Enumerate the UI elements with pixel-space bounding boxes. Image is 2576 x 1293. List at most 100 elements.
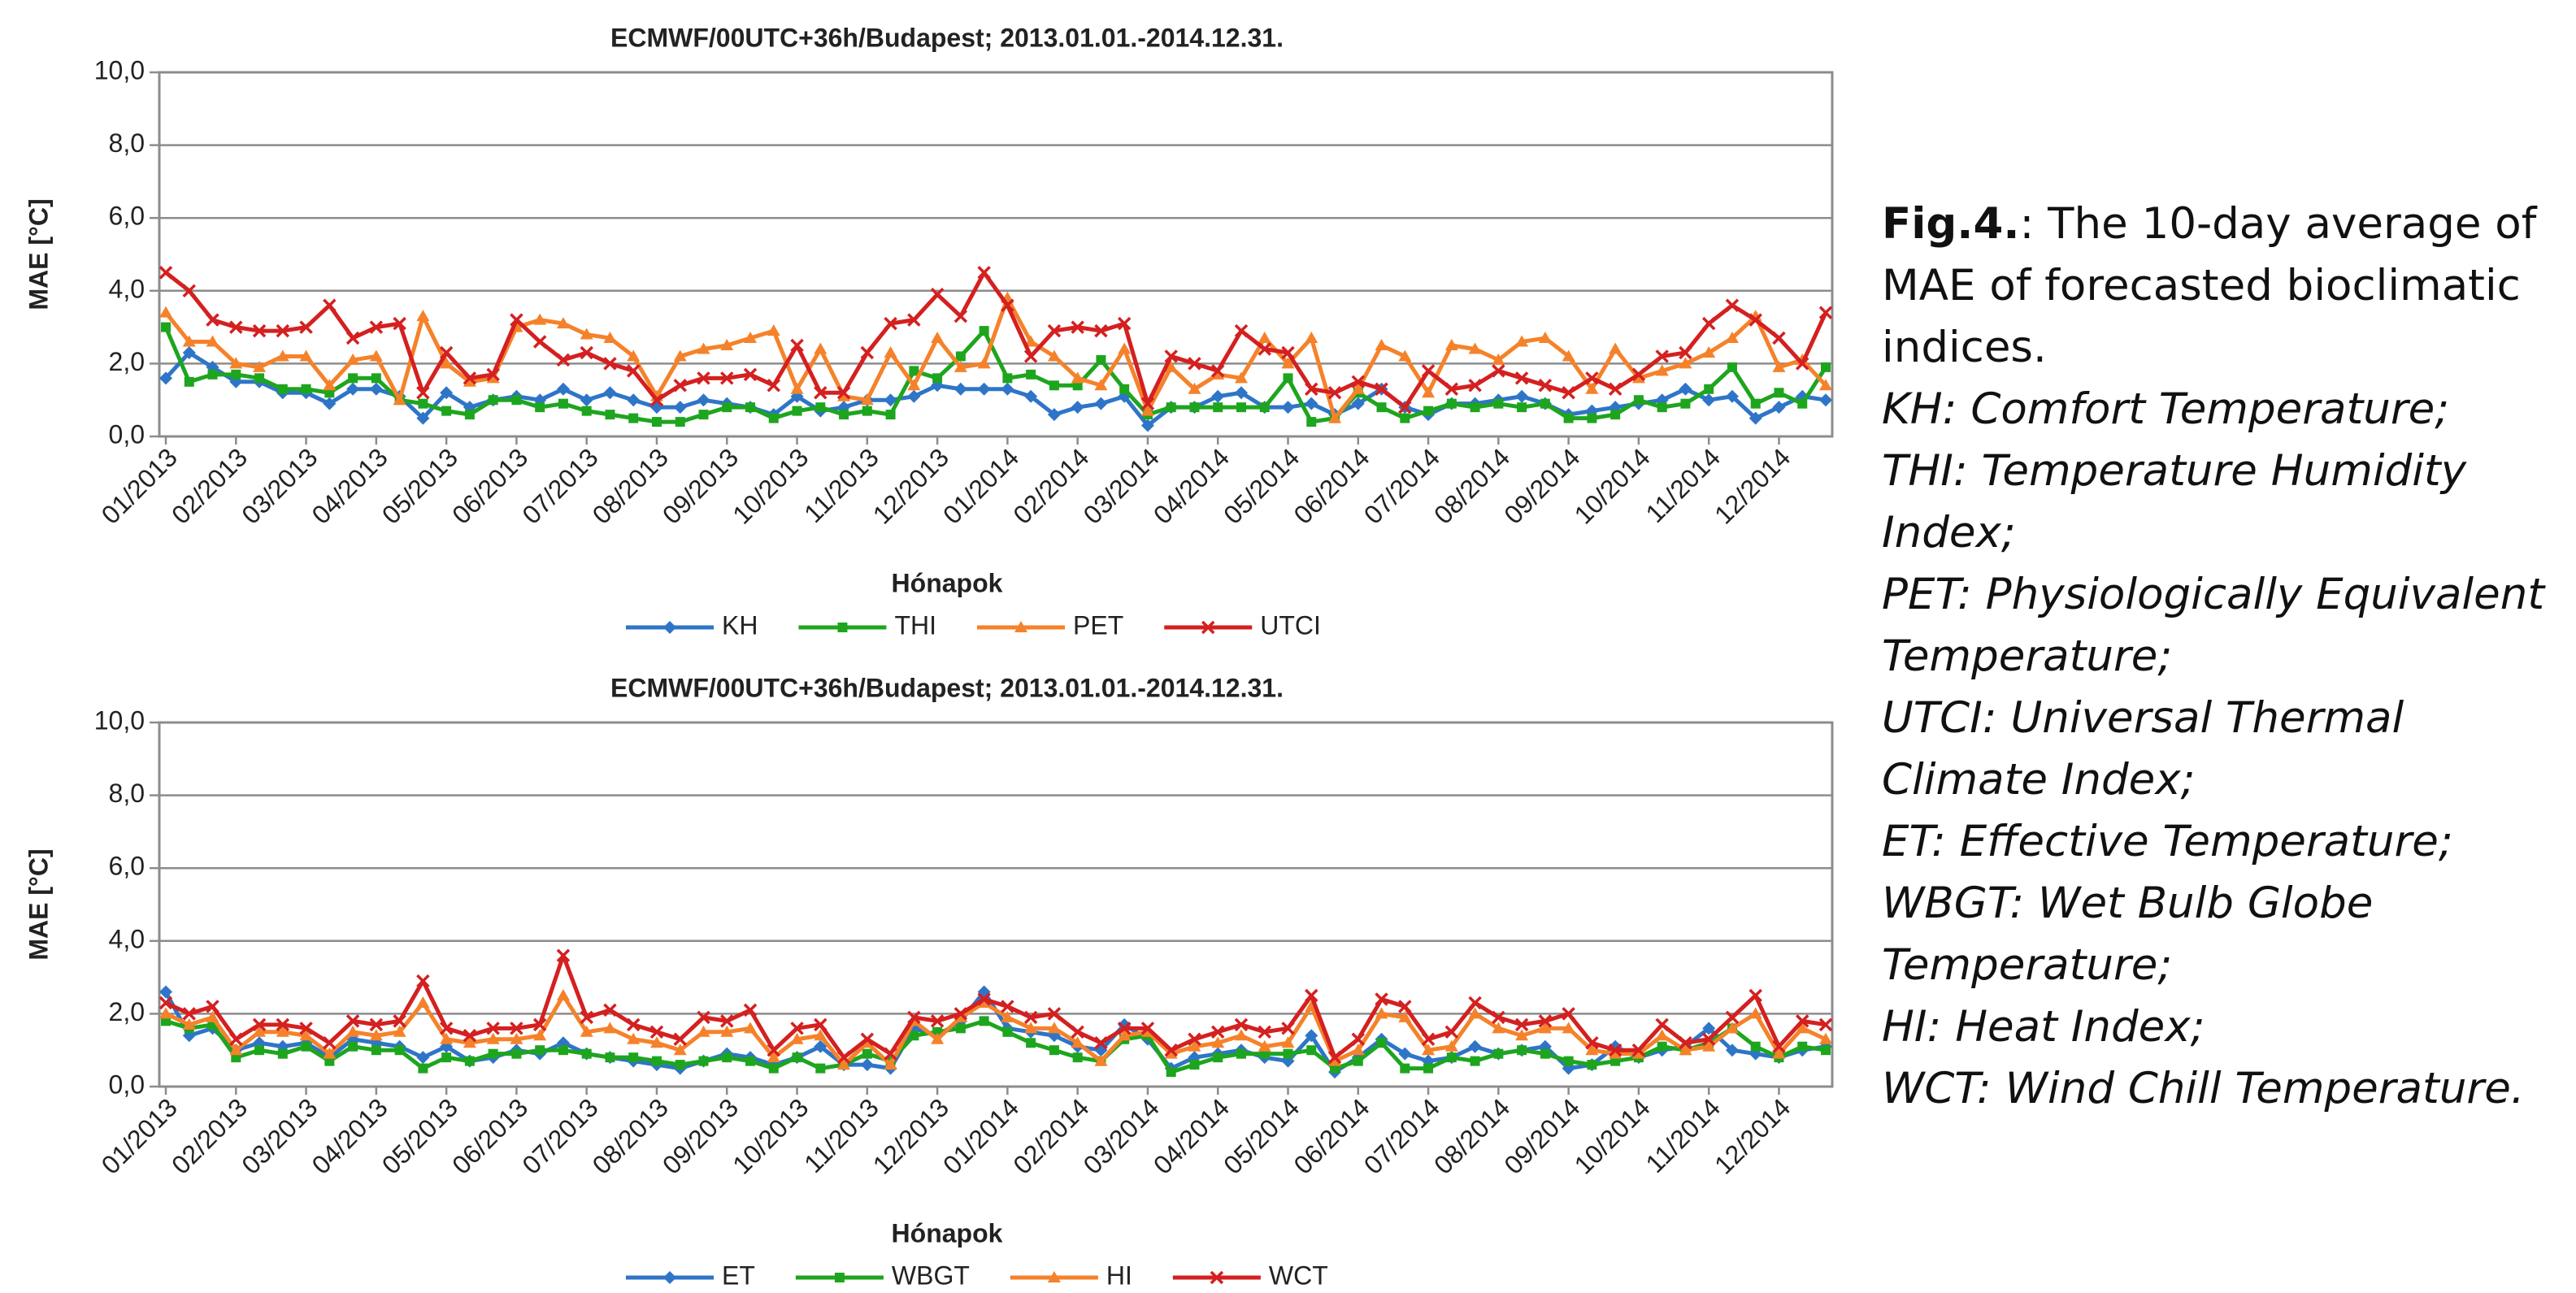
marker — [909, 366, 919, 376]
marker — [323, 379, 337, 391]
marker — [1281, 345, 1295, 360]
marker — [743, 1003, 758, 1017]
marker — [1306, 1045, 1317, 1056]
marker — [253, 1025, 267, 1037]
marker — [510, 1032, 523, 1044]
marker — [1772, 1047, 1786, 1059]
y-tick-label: 0,0 — [109, 1070, 145, 1099]
marker — [1281, 357, 1295, 369]
marker — [1468, 1039, 1482, 1053]
marker — [1001, 382, 1014, 396]
marker — [1096, 354, 1106, 365]
marker — [393, 393, 406, 406]
marker — [1071, 1036, 1084, 1048]
marker — [1587, 1060, 1597, 1070]
marker — [416, 996, 430, 1008]
marker — [416, 974, 430, 988]
marker — [1819, 379, 1832, 391]
marker — [1236, 1048, 1246, 1059]
x-tick-label: 03/2014 — [1078, 442, 1165, 529]
marker — [1748, 313, 1762, 327]
caption-item: HI: Heat Index; — [1882, 1002, 2205, 1052]
marker — [1444, 1039, 1458, 1052]
marker — [1540, 1048, 1550, 1059]
plot-frame — [158, 721, 1834, 1088]
x-tick-label: 04/2014 — [1148, 1092, 1235, 1179]
plot-frame — [158, 71, 1834, 438]
x-tick-label: 01/2014 — [937, 1092, 1024, 1179]
marker — [416, 310, 430, 322]
x-tick-label: 03/2013 — [236, 442, 323, 529]
marker — [720, 1014, 734, 1028]
marker — [1422, 1044, 1436, 1056]
chart-title: ECMWF/00UTC+36h/Budapest; 2013.01.01.-20… — [610, 673, 1284, 702]
marker — [229, 1032, 243, 1046]
marker — [182, 345, 196, 359]
marker — [673, 401, 687, 414]
marker — [814, 1029, 828, 1041]
marker — [1423, 406, 1434, 416]
marker — [276, 1017, 290, 1032]
marker — [837, 389, 851, 401]
marker — [510, 313, 523, 327]
marker — [1071, 371, 1084, 384]
marker — [1071, 401, 1084, 414]
marker — [603, 332, 617, 344]
marker — [488, 1048, 498, 1059]
marker — [1305, 382, 1318, 396]
marker — [556, 317, 570, 329]
marker — [1327, 1050, 1342, 1065]
y-axis-label: MAE [°C] — [24, 198, 53, 310]
marker — [1047, 1007, 1062, 1021]
marker — [229, 320, 243, 334]
marker — [1351, 382, 1365, 394]
marker — [1750, 1041, 1761, 1052]
legend-label: ET — [722, 1260, 755, 1290]
caption-item: UTCI: Universal Thermal Climate Index; — [1882, 693, 2404, 805]
marker — [743, 367, 758, 382]
marker — [1049, 380, 1059, 391]
x-tick-label: 10/2013 — [727, 1092, 814, 1179]
marker — [1538, 332, 1552, 344]
marker — [1702, 1039, 1716, 1052]
x-tick-label: 04/2013 — [306, 1092, 393, 1179]
marker — [1001, 1010, 1014, 1022]
marker — [463, 371, 477, 385]
caption-item: WBGT: Wet Bulb Globe Temperature; — [1882, 879, 2374, 990]
marker — [1748, 1007, 1762, 1019]
marker — [954, 360, 967, 372]
x-tick-label: 01/2013 — [96, 442, 183, 529]
marker — [814, 1039, 828, 1053]
marker — [231, 369, 241, 380]
marker — [1702, 1022, 1716, 1035]
marker — [159, 1007, 172, 1019]
marker — [977, 992, 991, 1006]
marker — [627, 1032, 641, 1044]
marker — [1562, 386, 1575, 400]
x-tick-label: 11/2014 — [1640, 1092, 1727, 1178]
marker — [1421, 1032, 1436, 1046]
marker — [1047, 349, 1061, 362]
marker — [1608, 382, 1622, 396]
marker — [1026, 1038, 1036, 1048]
marker — [488, 395, 498, 406]
marker — [1258, 1025, 1271, 1039]
marker — [532, 335, 547, 349]
marker — [955, 351, 966, 362]
marker — [1468, 379, 1482, 393]
marker — [1493, 398, 1504, 409]
marker — [1563, 413, 1574, 423]
marker — [1514, 1017, 1529, 1032]
marker — [1140, 397, 1155, 410]
marker — [1213, 1052, 1223, 1063]
marker — [1421, 364, 1436, 378]
marker — [1002, 373, 1013, 384]
marker — [1213, 402, 1223, 413]
marker — [1772, 1039, 1786, 1053]
marker — [815, 1063, 826, 1074]
marker — [1306, 417, 1317, 427]
marker — [1444, 1025, 1459, 1039]
marker — [1468, 996, 1482, 1010]
x-tick-label: 08/2013 — [587, 442, 674, 529]
marker — [440, 386, 454, 400]
